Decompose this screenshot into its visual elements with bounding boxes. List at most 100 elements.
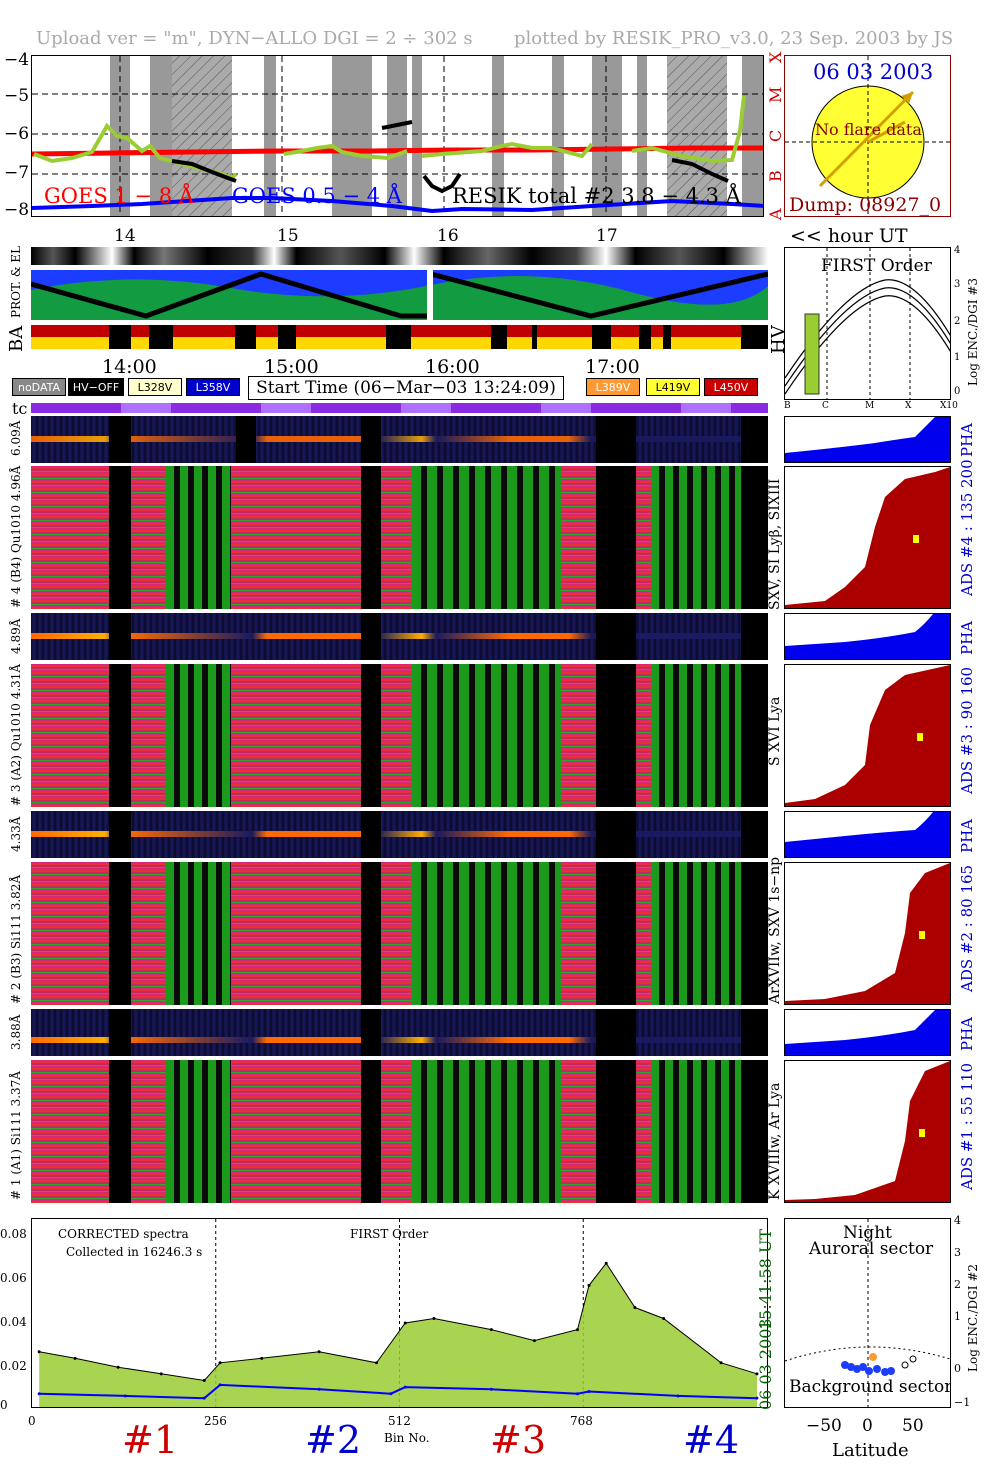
resik-night-curve xyxy=(171,159,237,183)
section-label-4: #4 xyxy=(683,1418,740,1462)
lat-ytick: 3 xyxy=(954,1246,961,1259)
pha-panel-3 xyxy=(31,613,768,660)
spectrum-point xyxy=(755,1396,759,1400)
orbit-track xyxy=(430,271,768,319)
spectrum-point xyxy=(389,1392,393,1396)
pha-histogram-fill xyxy=(785,1010,950,1055)
spec-ytick: 0.02 xyxy=(0,1359,27,1373)
eclipse-band xyxy=(264,56,276,216)
sun-disk-plot xyxy=(785,56,950,216)
flare-class-b: B xyxy=(766,170,785,182)
spectrum-point xyxy=(587,1390,591,1394)
spectrum-line xyxy=(39,1383,758,1400)
section-label-2: #2 xyxy=(305,1418,362,1462)
resik-curve xyxy=(283,143,408,161)
prot-el-label: PROT. & EL xyxy=(9,245,23,318)
upload-info: Upload ver = "m", DYN−ALLO DGI = 2 ÷ 302… xyxy=(36,28,473,49)
spectrum-point xyxy=(202,1378,206,1382)
channel-ads-label: ADS #4 : 135 200 xyxy=(958,459,976,596)
pha-histogram-4 xyxy=(784,416,951,463)
spectrum-point xyxy=(375,1361,379,1365)
spectrum-point xyxy=(755,1372,759,1376)
fo-xtick: M xyxy=(865,401,875,411)
spectrum-point xyxy=(576,1392,580,1396)
saa-hatch xyxy=(172,56,232,216)
spectrogram-label: # 3 (A2) Qu1010 4.31Å xyxy=(9,663,23,806)
spectrum-time-label: 15:41:58 UT xyxy=(756,1228,775,1330)
legend-l389: L389V xyxy=(586,378,640,396)
lat-xtick: 0 xyxy=(862,1416,873,1436)
legend-hv-off: HV−OFF xyxy=(68,378,124,396)
spectrogram-label: # 1 (A1) Si111 3.37Å xyxy=(9,1071,23,1200)
ba-label: BA xyxy=(6,325,27,352)
flare-class-x: X xyxy=(766,51,785,63)
spectrum-point xyxy=(719,1361,723,1365)
legend-goes-short: GOES 0.5 − 4 Å xyxy=(232,184,402,208)
spectrum-point xyxy=(218,1361,222,1365)
tc-label: tc xyxy=(12,399,28,418)
pha-wavelength-label: 6.09Å xyxy=(9,420,23,456)
pha-panel-2 xyxy=(31,811,768,858)
spec-xtick: 512 xyxy=(388,1414,411,1428)
time-tick: 14:00 xyxy=(102,356,157,378)
eclipse-band xyxy=(150,56,172,216)
channel-line-label: SXV, SI Lyβ, SIXIII xyxy=(767,478,783,610)
spectrum-point xyxy=(532,1339,536,1343)
spectrum-point xyxy=(202,1396,206,1400)
spec-ytick: 0.04 xyxy=(0,1315,27,1329)
spec-ytick: 0.06 xyxy=(0,1271,27,1285)
hour-ut-label: << hour UT xyxy=(790,225,908,247)
spectrum-point xyxy=(633,1305,637,1309)
pha-panel-4 xyxy=(31,416,768,463)
channel-line-label: S XVI Lya xyxy=(767,696,783,766)
latitude-ylabel: Log ENC./DGI #2 xyxy=(966,1263,980,1372)
spec-xtick: 768 xyxy=(570,1414,593,1428)
ads-histogram-fill xyxy=(785,467,950,608)
ads-histogram-3 xyxy=(784,664,951,807)
plotted-info: plotted by RESIK_PRO_v3.0, 23 Sep. 2003 … xyxy=(514,28,954,49)
spectrum-point xyxy=(317,1387,321,1391)
section-label-1: #1 xyxy=(122,1418,179,1462)
fo-xtick: B xyxy=(784,401,791,411)
spectrum-point xyxy=(403,1321,407,1325)
spectrum-point xyxy=(37,1350,41,1354)
fo-ytick: 3 xyxy=(954,279,961,290)
channel-ads-label: ADS #1 : 55 110 xyxy=(958,1062,976,1190)
time-tick: 17:00 xyxy=(585,356,640,378)
ba-hv-strip xyxy=(31,325,768,349)
legend-resik: RESIK total #2 3.8 − 4.3 Å xyxy=(452,184,741,208)
spectrum-point xyxy=(662,1317,666,1321)
spectrum-point xyxy=(489,1387,493,1391)
spectrum-point xyxy=(218,1383,222,1387)
eclipse-band xyxy=(592,56,622,216)
spectrum-first-order-text: FIRST Order xyxy=(350,1227,429,1241)
hour-tick: 15 xyxy=(277,226,299,246)
spec-xtick: 256 xyxy=(204,1414,227,1428)
latitude-xlabel: Latitude xyxy=(832,1440,909,1461)
first-order-panel: FIRST Order xyxy=(784,247,951,400)
corrected-spectrum-panel: CORRECTED spectra Collected in 16246.3 s… xyxy=(31,1218,768,1408)
spectrum-point xyxy=(317,1350,321,1354)
ads-histogram-fill xyxy=(785,863,950,1004)
pha-panel-1 xyxy=(31,1009,768,1056)
first-order-ylabel: Log ENC./DGI #3 xyxy=(966,277,980,386)
fo-ytick: 2 xyxy=(954,316,961,327)
spectrum-collected-text: Collected in 16246.3 s xyxy=(66,1245,203,1259)
spectrogram-panel-1 xyxy=(31,1060,768,1203)
lat-ytick: 0 xyxy=(954,1362,961,1375)
auroral-sector-label: Auroral sector xyxy=(809,1239,934,1259)
no-flare-text: No flare data xyxy=(815,120,922,139)
fo-ytick: 1 xyxy=(954,352,961,363)
spectrum-date-label: 06 03 2003 xyxy=(756,1318,775,1410)
spectrogram-panel-4 xyxy=(31,466,768,609)
goes-plot xyxy=(32,56,763,216)
lat-ytick: 2 xyxy=(954,1278,961,1291)
ads-histogram-4 xyxy=(784,466,951,609)
ads-histogram-fill xyxy=(785,1061,950,1202)
channel-pha-label: PHA xyxy=(958,422,976,457)
spec-xlabel: Bin No. xyxy=(384,1431,430,1445)
goes-ytick: −4 xyxy=(4,50,30,70)
pha-histogram-3 xyxy=(784,613,951,660)
eclipse-band xyxy=(552,56,564,216)
eclipse-band xyxy=(637,56,647,216)
